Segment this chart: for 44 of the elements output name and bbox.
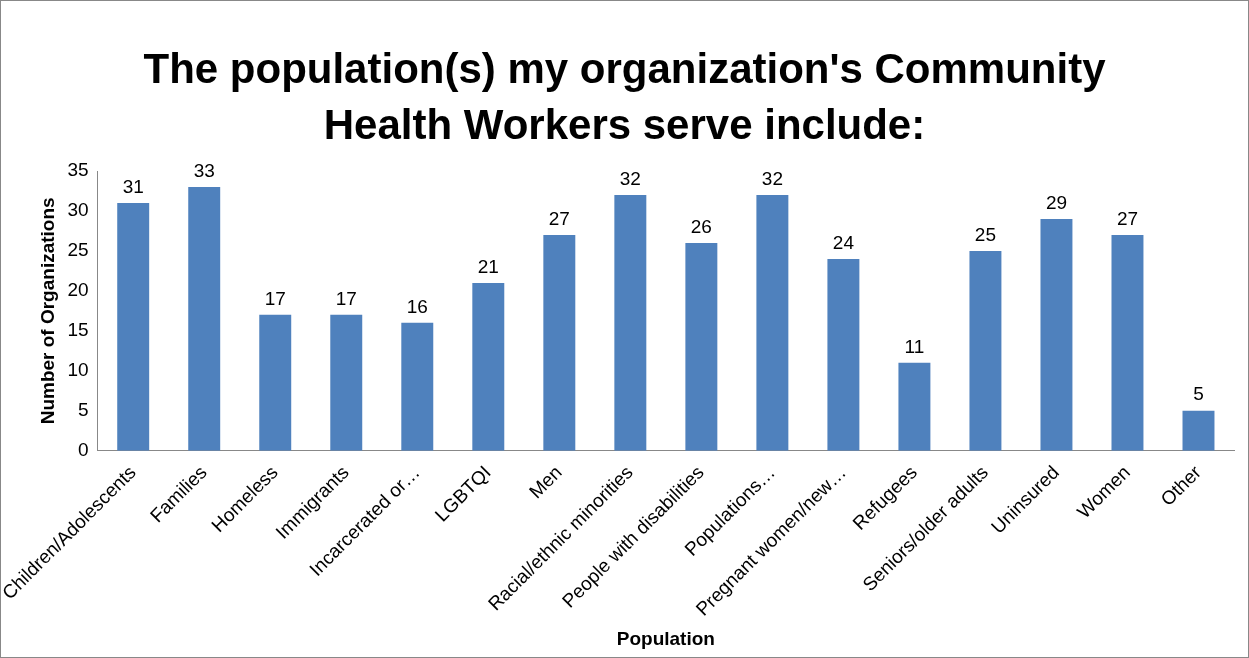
bar [188, 186, 221, 451]
y-tick-label: 30 [67, 199, 89, 221]
bar [898, 362, 931, 451]
y-tick-label: 20 [67, 279, 89, 301]
bar [685, 242, 718, 451]
y-axis-title: Number of Organizations [37, 197, 59, 425]
y-tick-label: 10 [67, 359, 89, 381]
data-label: 5 [1193, 383, 1204, 405]
data-label: 17 [335, 287, 357, 309]
bar [969, 250, 1002, 451]
chart-title: The population(s) my organization's Community Health Workers serve include: [142, 44, 1107, 150]
bar [827, 258, 860, 451]
bar [1040, 218, 1073, 451]
data-label: 33 [193, 159, 215, 181]
bar [472, 282, 505, 451]
data-label: 25 [974, 223, 996, 245]
bar [1111, 234, 1144, 451]
data-label: 21 [477, 255, 499, 277]
data-label: 32 [619, 167, 641, 189]
x-axis-title: Population [616, 627, 715, 649]
bar [330, 314, 363, 451]
bar [259, 314, 292, 451]
bar [756, 194, 789, 451]
bar [117, 202, 150, 451]
data-label: 27 [1116, 207, 1139, 229]
y-tick-label: 0 [78, 438, 89, 460]
bar [1182, 410, 1215, 451]
bar [543, 234, 576, 451]
data-label: 11 [904, 335, 925, 357]
data-label: 29 [1045, 191, 1068, 213]
bar [401, 322, 434, 451]
data-label: 27 [548, 207, 570, 229]
data-label: 32 [761, 167, 783, 189]
data-label: 16 [406, 295, 428, 317]
y-tick-label: 5 [78, 398, 89, 420]
y-tick-label: 35 [67, 159, 89, 181]
bar [614, 194, 647, 451]
data-label: 31 [122, 175, 144, 197]
y-tick-label: 15 [67, 319, 89, 341]
data-label: 24 [832, 231, 855, 253]
data-label: 26 [690, 215, 712, 237]
x-tick-label: Men [524, 461, 566, 503]
data-label: 17 [264, 287, 286, 309]
y-tick-label: 25 [67, 239, 89, 261]
